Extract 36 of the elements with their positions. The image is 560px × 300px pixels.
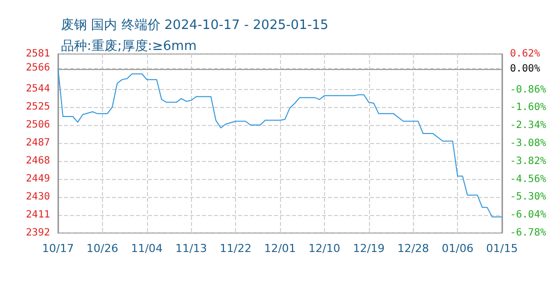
y2-tick-label: -1.60%	[510, 102, 546, 114]
line-series	[58, 68, 502, 218]
y-tick-label: 2581	[26, 48, 50, 60]
x-tick-label: 12/19	[352, 242, 385, 255]
y2-tick-label: 0.00%	[510, 63, 540, 74]
y-tick-label: 2566	[26, 62, 50, 74]
y-tick-label: 2544	[26, 84, 50, 95]
y-tick-label: 2487	[26, 138, 50, 149]
y-tick-label: 2411	[26, 210, 50, 221]
x-tick-label: 01/06	[442, 242, 474, 255]
x-tick-label: 11/04	[130, 242, 163, 255]
x-tick-label: 01/15	[486, 242, 518, 255]
y-tick-label: 2525	[26, 102, 50, 113]
chart-subtitle: 品种:重废;厚度:≥6mm	[61, 38, 197, 54]
y2-tick-label: -0.86%	[510, 84, 546, 96]
y-tick-label: 2449	[26, 174, 50, 185]
y2-tick-label: -5.30%	[510, 192, 546, 203]
y2-tick-label: -2.34%	[510, 120, 546, 132]
y2-tick-label: -4.56%	[510, 174, 546, 185]
y-tick-label: 2506	[26, 120, 50, 131]
x-tick-label: 12/28	[397, 242, 430, 255]
x-tick-label: 11/22	[220, 242, 252, 255]
x-tick-label: 12/01	[264, 242, 296, 255]
y-tick-label: 2430	[26, 192, 50, 203]
y2-tick-label: -3.82%	[510, 156, 546, 167]
chart-title: 废钢 国内 终端价 2024-10-17 - 2025-01-15	[61, 18, 328, 33]
x-tick-label: 11/13	[175, 242, 208, 255]
y-tick-label: 2392	[26, 228, 50, 238]
y2-tick-label: 0.62%	[510, 48, 540, 60]
y2-tick-label: -6.78%	[510, 228, 546, 238]
y2-tick-label: -6.04%	[510, 210, 546, 221]
x-tick-label: 10/17	[42, 242, 74, 255]
x-tick-label: 12/10	[308, 242, 340, 255]
y2-tick-label: -3.08%	[510, 138, 546, 149]
y-tick-label: 2468	[26, 156, 50, 167]
x-tick-label: 10/26	[86, 242, 118, 255]
